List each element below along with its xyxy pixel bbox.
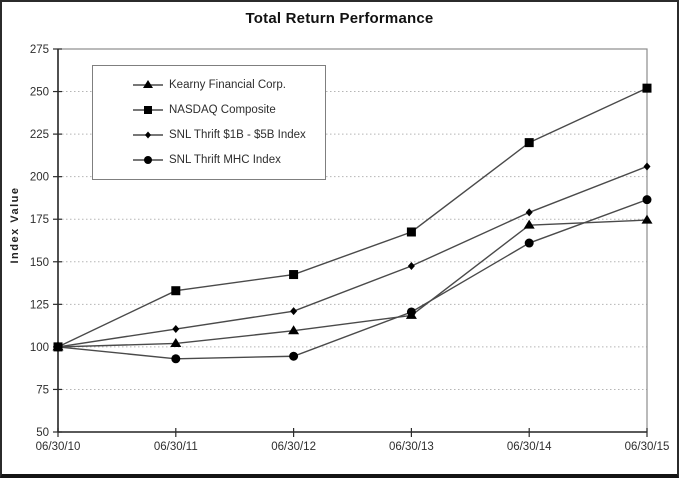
series-line-0	[57, 219, 648, 348]
circle-marker	[406, 307, 416, 317]
y-tick-label: 275	[30, 44, 49, 56]
square-legend-icon	[133, 105, 163, 114]
y-tick-label: 125	[30, 299, 49, 311]
legend-item: SNL Thrift MHC Index	[133, 152, 325, 168]
diamond-marker	[643, 162, 651, 171]
x-tick-label: 06/30/11	[154, 441, 198, 453]
triangle-legend-icon	[133, 79, 163, 88]
diamond-marker	[290, 307, 298, 316]
diamond-legend-icon	[133, 131, 163, 139]
chart-title: Total Return Performance	[245, 10, 434, 27]
circle-marker	[524, 238, 534, 248]
circle-marker-icon	[144, 156, 152, 165]
circle-marker	[289, 351, 299, 361]
y-tick-label: 200	[30, 172, 49, 184]
x-tick-label: 06/30/13	[389, 441, 434, 453]
y-tick-label: 225	[30, 129, 49, 141]
legend-item-label: SNL Thrift MHC Index	[169, 154, 281, 167]
circle-marker	[642, 195, 652, 205]
series-line-2	[57, 165, 648, 348]
square-marker	[524, 138, 534, 148]
diamond-marker-icon	[145, 131, 151, 139]
triangle-marker	[641, 214, 653, 224]
diamond-marker	[407, 262, 415, 271]
triangle-marker-icon	[143, 79, 153, 88]
y-tick-label: 75	[36, 384, 49, 396]
legend-item: NASDAQ Composite	[133, 102, 325, 118]
circle-marker	[53, 342, 63, 352]
diamond-marker	[172, 325, 180, 334]
square-marker-icon	[144, 105, 152, 114]
square-marker	[289, 270, 299, 280]
triangle-marker	[523, 219, 535, 229]
triangle-marker	[170, 337, 182, 347]
y-tick-label: 175	[30, 214, 49, 226]
legend-item: Kearny Financial Corp.	[133, 77, 325, 93]
legend-item-label: SNL Thrift $1B - $5B Index	[169, 129, 306, 142]
legend-item: SNL Thrift $1B - $5B Index	[133, 127, 325, 143]
circle-marker	[171, 354, 181, 364]
triangle-marker	[288, 325, 300, 335]
y-tick-label: 150	[30, 257, 49, 269]
y-tick-label: 250	[30, 87, 49, 99]
circle-legend-icon	[133, 156, 163, 165]
square-marker	[642, 83, 652, 93]
y-tick-label: 50	[36, 427, 49, 439]
diamond-marker	[525, 208, 533, 217]
y-tick-label: 100	[30, 342, 49, 354]
x-tick-label: 06/30/10	[36, 441, 81, 453]
x-tick-label: 06/30/12	[271, 441, 316, 453]
x-tick-label: 06/30/15	[625, 441, 670, 453]
square-marker	[406, 227, 416, 237]
legend-item-label: Kearny Financial Corp.	[169, 78, 286, 91]
series-line-3	[57, 198, 648, 360]
legend-item-label: NASDAQ Composite	[169, 103, 276, 116]
legend-box: Kearny Financial Corp. NASDAQ Composite SN…	[92, 65, 326, 180]
series-line-1	[57, 87, 648, 348]
x-tick-label: 06/30/14	[507, 441, 552, 453]
square-marker	[171, 286, 181, 296]
